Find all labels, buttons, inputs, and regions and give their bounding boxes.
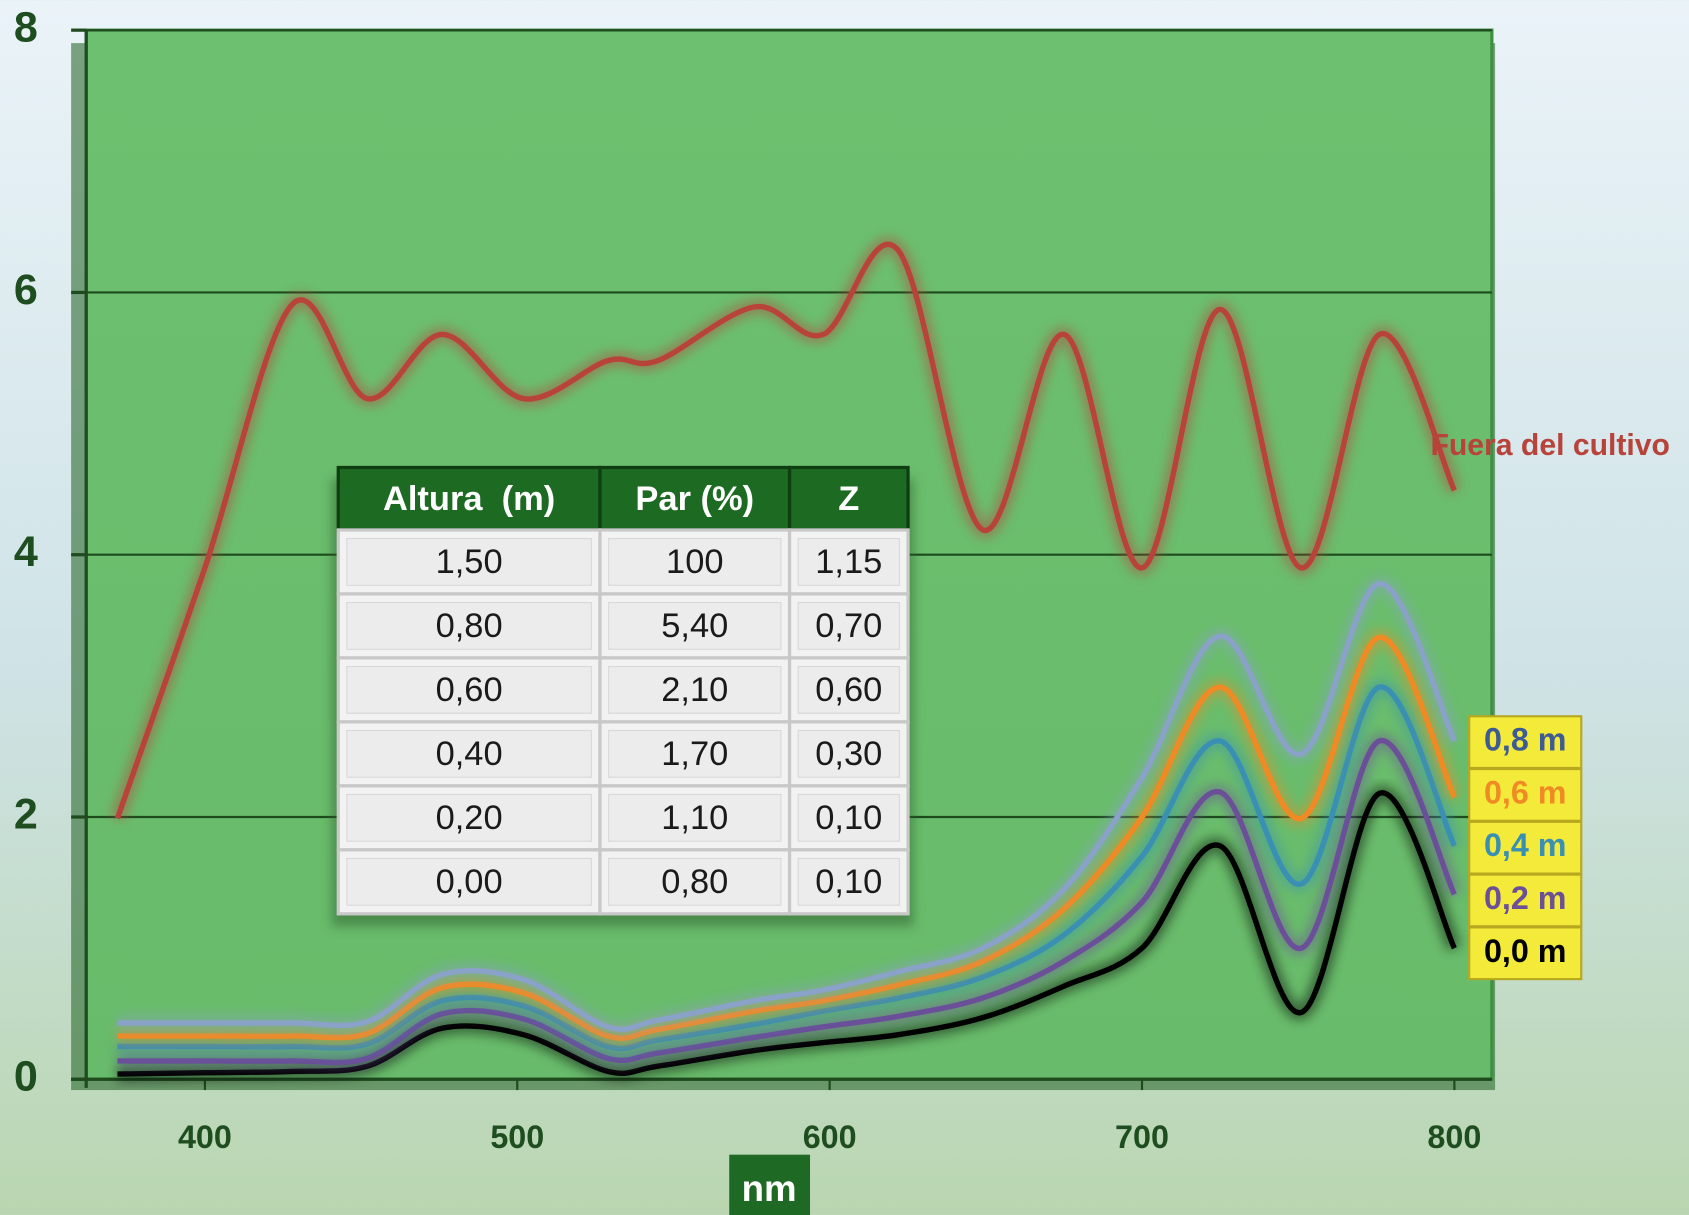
- cell-inner: [346, 602, 592, 650]
- cell-text: 1,10: [661, 799, 728, 837]
- cell-inner: [797, 665, 900, 714]
- cell-text: 2,10: [661, 671, 728, 709]
- y-tick-label: 2: [14, 790, 38, 838]
- x-tick-label: 600: [803, 1119, 857, 1155]
- cell-text: 1,15: [815, 543, 882, 581]
- cell-text: 1,50: [436, 543, 503, 581]
- label-box: [1468, 926, 1583, 981]
- cell-text: 100: [666, 543, 723, 581]
- cell-text: 0,60: [815, 671, 882, 709]
- x-tick-label: 500: [490, 1119, 544, 1155]
- cell-text: 5,40: [661, 607, 728, 645]
- series-line: [117, 580, 1457, 1032]
- series-label: 0,2 m: [1484, 880, 1567, 916]
- y-tick-label: 4: [14, 528, 38, 576]
- cell-text: 0,00: [436, 863, 503, 901]
- cell-inner: [797, 602, 900, 650]
- cell-inner: [346, 538, 592, 586]
- y-tick-label: 6: [14, 266, 38, 314]
- cell-text: 0,30: [815, 735, 882, 773]
- cell-inner: [797, 729, 900, 778]
- label-box: [1468, 715, 1583, 770]
- cell-inner: [346, 665, 592, 714]
- cell-text: 1,70: [661, 735, 728, 773]
- cell-inner: [608, 538, 782, 586]
- y-tick-label: 8: [14, 4, 38, 52]
- header-text: Par (%): [635, 480, 754, 518]
- label-box: [1468, 820, 1583, 875]
- cell-text: 0,40: [436, 735, 503, 773]
- cell-text: 0,70: [815, 607, 882, 645]
- cell-inner: [608, 602, 782, 650]
- label-box: [1468, 767, 1583, 822]
- cell-inner: [797, 793, 900, 842]
- x-label-box: [729, 1154, 811, 1215]
- cell-text: 0,80: [661, 863, 728, 901]
- x-tick-label: 400: [178, 1119, 232, 1155]
- lines: [110, 236, 1462, 1082]
- cell-text: 0,80: [436, 607, 503, 645]
- series-label: 0,4 m: [1484, 827, 1567, 863]
- header-text: Altura (m): [383, 480, 555, 518]
- cell-text: 0,10: [815, 799, 882, 837]
- header-text: Z: [838, 480, 859, 518]
- header-cell: [787, 465, 910, 532]
- series-label: 0,0 m: [1484, 933, 1567, 969]
- x-tick-label: 800: [1427, 1119, 1481, 1155]
- x-axis-label: nm: [742, 1168, 797, 1209]
- cell-text: 0,20: [436, 799, 503, 837]
- cell-inner: [346, 793, 592, 842]
- series-label: 0,6 m: [1484, 774, 1567, 810]
- cell-inner: [797, 538, 900, 586]
- cell-inner: [608, 665, 782, 714]
- cell-text: 0,60: [436, 671, 503, 709]
- series-line: [117, 738, 1457, 1066]
- labels: Fuera del cultivo 0,8 m 0,6 m 0,4 m 0,2 m 0,0…: [1430, 429, 1670, 981]
- table: Altura (m) Par (%) Z 1,50 100 1,15 0,80 5,40 0,7…: [331, 465, 914, 927]
- cell-inner: [346, 857, 592, 906]
- series-line: [114, 241, 1457, 820]
- cell-text: 0,10: [815, 863, 882, 901]
- cell-inner: [608, 857, 782, 906]
- header-cell: [336, 465, 602, 532]
- series-line: [117, 684, 1457, 1052]
- cell-inner: [346, 729, 592, 778]
- cell-inner: [797, 857, 900, 906]
- series-label: 0,8 m: [1484, 722, 1567, 758]
- x-tick-label: 700: [1115, 1119, 1169, 1155]
- y-tick-label: 0: [14, 1053, 38, 1101]
- series-label: Fuera del cultivo: [1430, 429, 1670, 462]
- cell-inner: [608, 729, 782, 778]
- cell-inner: [608, 793, 782, 842]
- series-line: [117, 634, 1457, 1041]
